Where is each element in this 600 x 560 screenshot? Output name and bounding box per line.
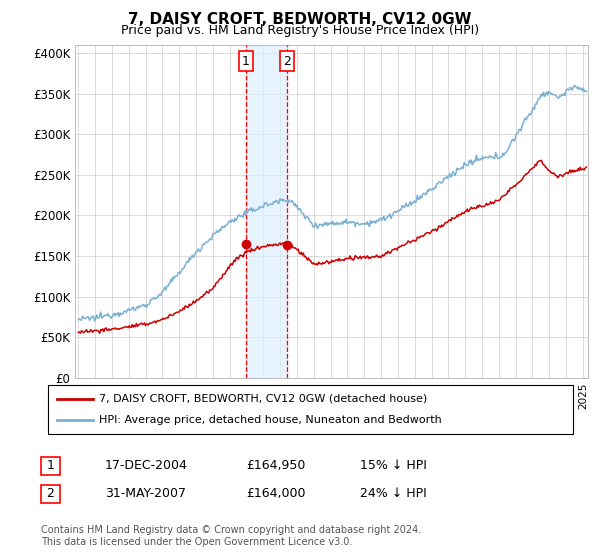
Text: £164,000: £164,000 — [246, 487, 305, 501]
Text: 7, DAISY CROFT, BEDWORTH, CV12 0GW: 7, DAISY CROFT, BEDWORTH, CV12 0GW — [128, 12, 472, 27]
Bar — [246, 45, 287, 378]
Text: 15% ↓ HPI: 15% ↓ HPI — [360, 459, 427, 473]
Text: 2: 2 — [46, 487, 55, 501]
Text: 2: 2 — [283, 54, 291, 68]
Text: 17-DEC-2004: 17-DEC-2004 — [105, 459, 188, 473]
Text: Contains HM Land Registry data © Crown copyright and database right 2024.
This d: Contains HM Land Registry data © Crown c… — [41, 525, 421, 547]
Text: 7, DAISY CROFT, BEDWORTH, CV12 0GW (detached house): 7, DAISY CROFT, BEDWORTH, CV12 0GW (deta… — [99, 394, 427, 404]
Text: 24% ↓ HPI: 24% ↓ HPI — [360, 487, 427, 501]
Text: 1: 1 — [242, 54, 250, 68]
Text: Price paid vs. HM Land Registry's House Price Index (HPI): Price paid vs. HM Land Registry's House … — [121, 24, 479, 36]
Text: 1: 1 — [46, 459, 55, 473]
Text: HPI: Average price, detached house, Nuneaton and Bedworth: HPI: Average price, detached house, Nune… — [99, 415, 442, 425]
Text: 31-MAY-2007: 31-MAY-2007 — [105, 487, 186, 501]
Text: £164,950: £164,950 — [246, 459, 305, 473]
